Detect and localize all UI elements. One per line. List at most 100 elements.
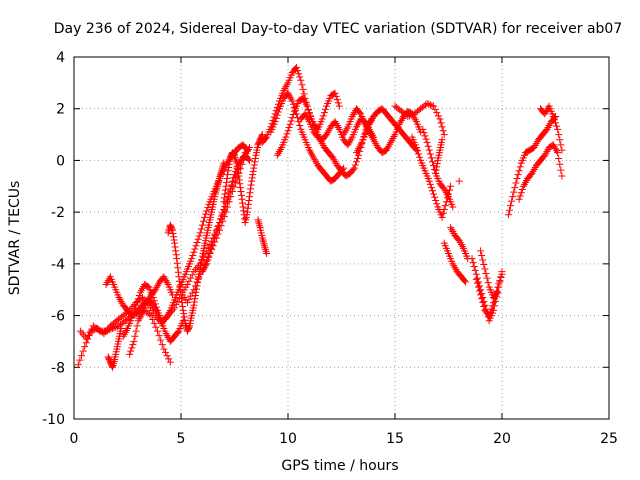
data-point-marker — [479, 256, 487, 264]
data-point-marker — [152, 323, 160, 331]
data-point-marker — [510, 188, 518, 196]
data-point-marker — [179, 303, 187, 311]
data-point-marker — [517, 189, 525, 197]
data-point-marker — [202, 210, 210, 218]
data-point-marker — [356, 109, 364, 117]
data-point-marker — [155, 332, 163, 340]
data-point-marker — [331, 89, 339, 97]
data-point-marker — [273, 111, 281, 119]
data-point-marker — [245, 197, 253, 205]
data-point-marker — [481, 265, 489, 273]
data-point-marker — [239, 203, 247, 211]
data-point-marker — [199, 217, 207, 225]
data-point-marker — [145, 310, 153, 318]
data-point-marker — [428, 158, 436, 166]
y-tick-label: 0 — [56, 153, 65, 169]
data-point-marker — [171, 239, 179, 247]
data-point-marker — [128, 344, 136, 352]
data-point-marker — [471, 266, 479, 274]
data-point-marker — [432, 169, 440, 177]
data-point-marker — [247, 185, 255, 193]
y-tick-label: 4 — [56, 50, 65, 66]
data-point-marker — [477, 291, 485, 299]
data-point-marker — [163, 352, 171, 360]
data-point-marker — [461, 277, 469, 285]
data-point-marker — [201, 261, 209, 269]
data-point-marker — [152, 303, 160, 311]
data-point-marker — [433, 160, 441, 168]
data-point-marker — [558, 146, 566, 154]
data-point-marker — [157, 336, 165, 344]
data-point-marker — [243, 208, 251, 216]
data-point-marker — [433, 109, 441, 117]
data-point-marker — [246, 189, 254, 197]
data-point-marker — [286, 120, 294, 128]
data-point-marker — [223, 175, 231, 183]
data-point-marker — [220, 206, 228, 214]
data-point-marker — [300, 90, 308, 98]
series-track-v — [455, 177, 463, 185]
data-point-marker — [232, 178, 240, 186]
data-point-marker — [226, 185, 234, 193]
data-point-marker — [478, 295, 486, 303]
series-track-r — [391, 100, 448, 139]
grid-lines — [74, 57, 609, 419]
data-point-marker — [496, 277, 504, 285]
x-tick-label: 25 — [600, 431, 618, 447]
data-point-marker — [191, 245, 199, 253]
data-point-marker — [188, 289, 196, 297]
data-point-marker — [515, 195, 523, 203]
data-point-marker — [479, 299, 487, 307]
data-point-marker — [180, 313, 188, 321]
data-point-marker — [248, 174, 256, 182]
data-point-marker — [168, 225, 176, 233]
data-point-marker — [476, 287, 484, 295]
data-point-marker — [430, 190, 438, 198]
data-point-marker — [175, 273, 183, 281]
data-point-marker — [430, 162, 438, 170]
series-track-f — [126, 273, 176, 358]
data-point-marker — [433, 200, 441, 208]
data-point-marker — [132, 301, 140, 309]
data-point-marker — [245, 144, 253, 151]
data-point-marker — [183, 299, 191, 307]
data-point-marker — [295, 70, 303, 78]
data-point-marker — [412, 144, 420, 151]
series-track-i — [198, 151, 253, 276]
series-track-o — [297, 110, 378, 149]
data-point-marker — [168, 226, 176, 234]
data-point-marker — [250, 164, 258, 172]
data-point-marker — [197, 225, 205, 233]
data-point-marker — [495, 280, 503, 288]
data-point-marker — [134, 295, 142, 303]
data-point-marker — [271, 118, 279, 126]
data-point-marker — [235, 176, 243, 184]
series-track-w — [447, 224, 472, 263]
data-point-marker — [480, 303, 488, 311]
data-point-marker — [509, 193, 517, 201]
data-point-marker — [83, 335, 91, 343]
data-point-marker — [352, 158, 360, 166]
data-point-marker — [555, 131, 563, 139]
data-point-marker — [117, 325, 125, 332]
data-point-marker — [218, 212, 226, 220]
data-point-marker — [191, 282, 199, 290]
data-point-marker — [484, 279, 492, 287]
data-point-marker — [288, 97, 296, 105]
series-track-k — [254, 216, 271, 258]
data-point-marker — [220, 194, 228, 202]
data-point-marker — [249, 167, 257, 175]
series-track-z — [472, 270, 506, 320]
data-point-marker — [222, 182, 230, 190]
data-point-marker — [135, 292, 143, 300]
data-point-marker — [258, 132, 266, 140]
data-point-marker — [472, 275, 480, 283]
data-point-marker — [213, 225, 221, 233]
data-point-marker — [513, 175, 521, 183]
data-point-marker — [272, 114, 280, 122]
data-point-marker — [419, 125, 427, 133]
data-point-marker — [220, 159, 228, 167]
data-point-marker — [251, 154, 259, 162]
data-point-marker — [203, 260, 211, 268]
